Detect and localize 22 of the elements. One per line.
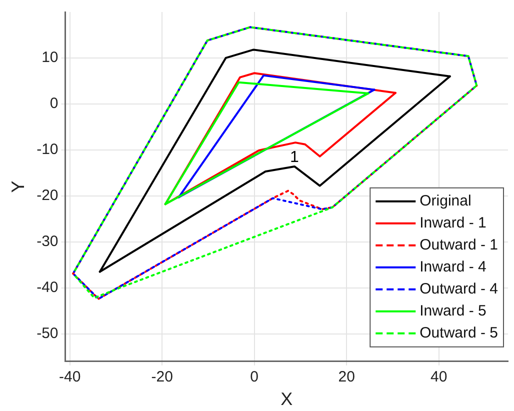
x-tick-label: 0 (250, 368, 259, 386)
legend-label: Original (420, 192, 472, 210)
x-tick-label: -20 (151, 368, 173, 386)
legend-label: Outward - 1 (420, 236, 498, 254)
legend-label: Inward - 4 (420, 258, 486, 276)
x-tick-label: 20 (338, 368, 355, 386)
y-tick-label: 0 (50, 95, 58, 112)
y-tick-label: -30 (36, 233, 58, 250)
x-axis-title: X (280, 389, 293, 410)
y-tick-label: -20 (36, 187, 58, 204)
y-axis-title: Y (8, 180, 28, 193)
legend-label: Outward - 5 (420, 324, 498, 342)
annotation: 1 (290, 148, 300, 166)
x-tick-label: -40 (59, 368, 81, 386)
legend-label: Outward - 4 (420, 280, 498, 298)
y-tick-label: -40 (36, 278, 58, 296)
y-tick-label: 10 (42, 49, 58, 66)
y-tick-label: -10 (36, 141, 58, 158)
legend-label: Inward - 5 (420, 302, 486, 320)
x-tick-label: 40 (430, 368, 448, 386)
y-tick-label: -50 (36, 324, 58, 342)
legend-label: Inward - 1 (420, 214, 486, 232)
